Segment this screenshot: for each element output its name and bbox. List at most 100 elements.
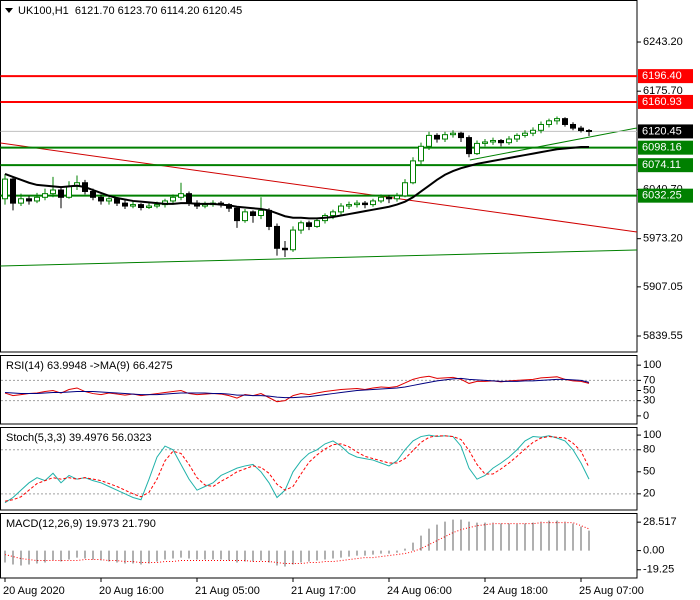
candle-body bbox=[450, 132, 456, 136]
candle-body bbox=[66, 185, 72, 198]
candle-body bbox=[426, 134, 432, 147]
indicator-line bbox=[4, 434, 590, 504]
candle-body bbox=[370, 200, 376, 206]
rsi-panel-frame bbox=[0, 355, 638, 425]
y-tick-label: 70 bbox=[643, 374, 655, 386]
candle-body bbox=[50, 189, 56, 195]
candle-body bbox=[434, 134, 440, 140]
candle-body bbox=[474, 142, 480, 155]
level-label: 6160.93 bbox=[642, 96, 682, 108]
y-tick-label: 50 bbox=[643, 466, 655, 478]
trendline bbox=[0, 142, 637, 233]
candle-body bbox=[530, 129, 536, 134]
candle-body bbox=[506, 138, 512, 144]
candle-body bbox=[458, 132, 464, 139]
candle-body bbox=[418, 145, 424, 162]
y-tick-label: -19.25 bbox=[643, 564, 674, 576]
panel-label: RSI(14) 63.9948 ->MA(9) 66.4275 bbox=[6, 360, 173, 372]
candle-body bbox=[314, 220, 320, 227]
y-tick-label: 6243.20 bbox=[643, 36, 683, 48]
candle-body bbox=[122, 202, 128, 207]
candle-body bbox=[170, 196, 176, 202]
candle-body bbox=[562, 118, 568, 125]
y-tick-label: 6175.70 bbox=[643, 85, 683, 97]
level-label: 6120.45 bbox=[642, 125, 682, 137]
candle-body bbox=[34, 196, 40, 202]
moving-average bbox=[4, 146, 589, 220]
candle-body bbox=[146, 205, 152, 209]
candle-body bbox=[306, 222, 312, 227]
candle-body bbox=[522, 132, 528, 136]
candle-body bbox=[410, 160, 416, 184]
candle-body bbox=[18, 198, 24, 204]
x-tick-label: 24 Aug 18:00 bbox=[483, 585, 548, 597]
candle-body bbox=[346, 204, 352, 207]
candle-body bbox=[578, 127, 584, 132]
candle-body bbox=[538, 123, 544, 131]
candle-body bbox=[402, 182, 408, 197]
candle-body bbox=[354, 202, 360, 206]
y-tick-label: 80 bbox=[643, 444, 655, 456]
candle-body bbox=[242, 211, 248, 222]
candle-body bbox=[274, 225, 280, 249]
candle-body bbox=[498, 139, 504, 144]
x-tick-label: 21 Aug 05:00 bbox=[195, 585, 260, 597]
candle-body bbox=[130, 204, 136, 207]
candle-body bbox=[338, 205, 344, 213]
y-tick-label: 0.00 bbox=[643, 544, 664, 556]
candle-body bbox=[10, 178, 16, 204]
candle-body bbox=[586, 130, 592, 133]
candle-body bbox=[154, 204, 160, 207]
candle-body bbox=[378, 196, 384, 202]
candle-body bbox=[482, 141, 488, 144]
stoch-panel-frame bbox=[0, 427, 638, 511]
level-label: 6098.16 bbox=[642, 142, 682, 154]
y-tick-label: 0 bbox=[643, 410, 649, 422]
x-tick-label: 25 Aug 07:00 bbox=[579, 585, 644, 597]
level-label-box bbox=[638, 69, 693, 84]
chart-header: UK100,H1 6121.70 6123.70 6114.20 6120.45 bbox=[18, 5, 242, 17]
y-tick-label: 20 bbox=[643, 488, 655, 500]
candle-body bbox=[98, 196, 104, 202]
y-tick-label: 5973.20 bbox=[643, 233, 683, 245]
candle-body bbox=[138, 204, 144, 209]
candle-body bbox=[290, 229, 296, 251]
trendline bbox=[469, 127, 637, 161]
level-label-box bbox=[638, 158, 693, 173]
candle-body bbox=[114, 198, 120, 204]
level-label-box bbox=[638, 188, 693, 203]
x-tick-label: 21 Aug 17:00 bbox=[291, 585, 356, 597]
level-label: 6074.11 bbox=[642, 159, 681, 171]
candle-body bbox=[514, 134, 520, 140]
y-tick-label: 50 bbox=[643, 384, 655, 396]
y-tick-label: 28.517 bbox=[643, 516, 677, 528]
panel-label: MACD(12,26,9) 19.973 21.790 bbox=[6, 518, 156, 530]
candle-body bbox=[90, 190, 96, 198]
level-label-box bbox=[638, 94, 693, 109]
candle-body bbox=[330, 211, 336, 217]
candle-body bbox=[106, 198, 112, 202]
candle-body bbox=[266, 209, 272, 227]
candle-body bbox=[258, 209, 264, 217]
candle-body bbox=[386, 196, 392, 200]
candle-body bbox=[186, 193, 192, 204]
candle-body bbox=[490, 139, 496, 143]
indicator-line bbox=[4, 377, 590, 399]
candle-body bbox=[26, 198, 32, 202]
candle-body bbox=[178, 193, 184, 198]
candle-body bbox=[250, 211, 256, 217]
candle-body bbox=[442, 134, 448, 140]
x-tick-label: 24 Aug 06:00 bbox=[387, 585, 452, 597]
candle-body bbox=[466, 137, 472, 155]
candle-body bbox=[234, 207, 240, 222]
macd-panel-frame bbox=[0, 513, 638, 579]
level-label-box bbox=[638, 140, 693, 155]
candle-body bbox=[394, 195, 400, 200]
candle-body bbox=[554, 118, 560, 122]
candle-body bbox=[282, 247, 288, 251]
candle-body bbox=[42, 193, 48, 198]
candle-body bbox=[546, 120, 552, 125]
y-tick-label: 5839.55 bbox=[643, 330, 683, 342]
y-tick-label: 30 bbox=[643, 395, 655, 407]
candle-body bbox=[570, 123, 576, 129]
